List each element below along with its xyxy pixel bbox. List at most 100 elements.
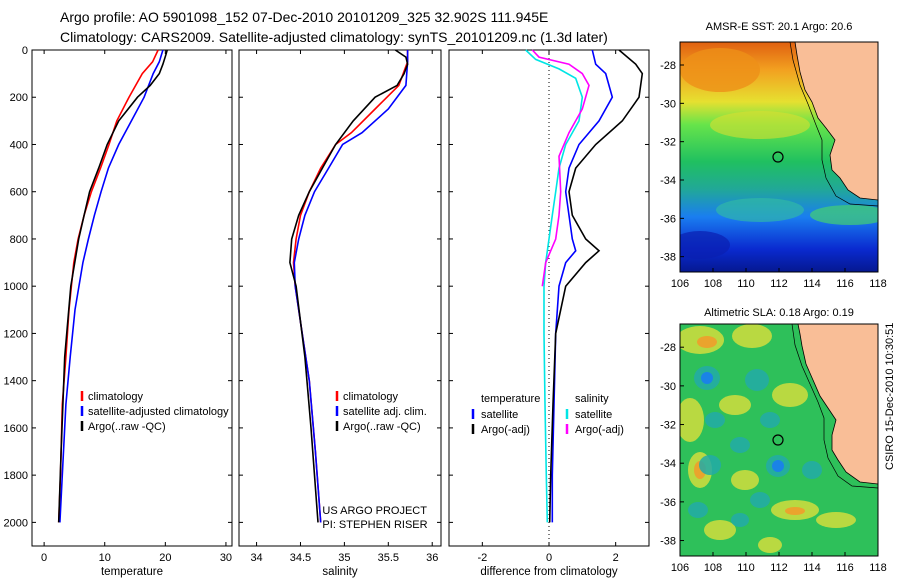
x-axis-label: salinity <box>322 566 357 578</box>
sst-cool-patch <box>680 231 730 259</box>
sst-map-title: AMSR-E SST: 20.1 Argo: 20.6 <box>706 21 853 33</box>
sla-high-anomaly <box>758 537 782 553</box>
x-tick-label: 20 <box>159 552 171 564</box>
x-tick-label: 118 <box>869 278 887 290</box>
x-tick-label: 108 <box>704 562 722 574</box>
y-tick-label: 2000 <box>4 517 28 529</box>
x-tick-label: 118 <box>869 562 887 574</box>
x-tick-label: 108 <box>704 278 722 290</box>
temperature-panel: 0 200 400 600 800 1000 1200 1400 1600 1800 2000 0 10… <box>4 45 233 578</box>
y-tick-label: -28 <box>660 60 676 72</box>
sst-cool-patch <box>810 205 878 225</box>
y-tick-label: 1400 <box>4 376 28 388</box>
x-tick-label: 34 <box>250 552 262 564</box>
y-tick-label: -30 <box>660 381 676 393</box>
legend-label: Argo(-adj) <box>481 424 530 436</box>
legend-title-temperature: temperature <box>481 393 540 405</box>
y-tick-label: 1200 <box>4 328 28 340</box>
x-tick-label: 30 <box>220 552 232 564</box>
title-line-2: Climatology: CARS2009. Satellite-adjuste… <box>60 29 608 45</box>
x-tick-label: 35.5 <box>378 552 399 564</box>
y-tick-label: -34 <box>660 458 676 470</box>
x-tick-label: 34.5 <box>290 552 311 564</box>
y-tick-label: 1000 <box>4 281 28 293</box>
y-tick-label: 800 <box>10 234 28 246</box>
x-tick-label: 114 <box>803 562 821 574</box>
x-tick-label: 36 <box>426 552 438 564</box>
salinity-axes-box <box>238 49 442 547</box>
series-line-argo-raw-qc- <box>57 49 168 523</box>
salinity-panel: 34 34.5 35 35.5 36 salinity climatology satelli… <box>238 49 442 578</box>
x-tick-label: 35 <box>338 552 350 564</box>
y-tick-label: -30 <box>660 98 676 110</box>
y-tick-label: -32 <box>660 137 676 149</box>
x-tick-label: 112 <box>770 562 788 574</box>
series-line-salinity-satellite <box>525 49 584 523</box>
y-tick-label: 1800 <box>4 470 28 482</box>
y-tick-label: -32 <box>660 420 676 432</box>
series-line-satellite-adjusted-climatology <box>59 49 164 523</box>
sla-high-anomaly-core <box>697 336 717 348</box>
y-tick-label: -36 <box>660 213 676 225</box>
y-tick-label: -28 <box>660 342 676 354</box>
x-tick-label: 114 <box>803 278 821 290</box>
difference-panel: -2 0 2 difference from climatology temperatu… <box>448 49 650 578</box>
y-tick-label: -36 <box>660 497 676 509</box>
sla-map <box>680 324 878 556</box>
x-tick-label: 0 <box>41 552 47 564</box>
sla-low-anomaly <box>750 492 770 508</box>
series-line-temperature-argo-adj- <box>548 49 644 523</box>
x-tick-label: -2 <box>477 552 487 564</box>
side-timestamp-label: CSIRO 15-Dec-2010 10:30:51 <box>884 323 896 470</box>
temperature-axes-box <box>31 49 233 547</box>
legend-title-salinity: salinity <box>575 393 609 405</box>
sla-low-anomaly-core <box>772 460 784 472</box>
y-tick-label: -38 <box>660 252 676 264</box>
sla-map-axes: 106 108 110 112 114 116 118 -28 -30 -32 -34 -36 -38 <box>660 342 887 574</box>
sst-cool-patch <box>716 198 804 222</box>
sla-anomaly-blobs <box>680 324 856 553</box>
legend-label: Argo(-adj) <box>575 424 624 436</box>
project-annotation: PI: STEPHEN RISER <box>322 519 427 531</box>
series-line-argo-raw-qc- <box>289 49 409 523</box>
sst-warm-patch <box>710 111 810 139</box>
x-tick-label: 106 <box>671 278 689 290</box>
sla-high-anomaly-core <box>785 507 805 515</box>
x-tick-label: 110 <box>737 278 755 290</box>
sla-high-anomaly <box>816 512 856 528</box>
x-tick-label: 10 <box>99 552 111 564</box>
legend-label: climatology <box>343 391 399 403</box>
sst-map <box>680 42 878 272</box>
sla-high-anomaly <box>732 324 772 348</box>
y-tick-label: -38 <box>660 536 676 548</box>
sla-low-anomaly <box>731 513 749 527</box>
y-tick-label: 200 <box>10 92 28 104</box>
x-tick-label: 0 <box>546 552 552 564</box>
sla-low-anomaly-core <box>701 372 713 384</box>
legend-label: satellite <box>575 409 612 421</box>
x-tick-label: 2 <box>613 552 619 564</box>
sst-warm-patch <box>680 48 760 92</box>
y-tick-label: 600 <box>10 187 28 199</box>
x-tick-label: 106 <box>671 562 689 574</box>
legend-label: climatology <box>88 391 144 403</box>
y-tick-label: 1600 <box>4 423 28 435</box>
x-tick-label: 116 <box>836 278 854 290</box>
sla-map-title: Altimetric SLA: 0.18 Argo: 0.19 <box>704 307 854 319</box>
legend-label: Argo(..raw -QC) <box>88 421 166 433</box>
sla-high-anomaly <box>680 398 704 442</box>
legend-label: Argo(..raw -QC) <box>343 421 421 433</box>
y-tick-label: 0 <box>22 45 28 57</box>
sla-high-anomaly <box>772 383 808 407</box>
y-tick-label: 400 <box>10 139 28 151</box>
x-axis-label: difference from climatology <box>480 566 617 578</box>
title-line-1: Argo profile: AO 5901098_152 07-Dec-2010… <box>60 9 548 25</box>
x-tick-label: 110 <box>737 562 755 574</box>
legend-label: satellite-adjusted climatology <box>88 406 229 418</box>
sla-low-anomaly <box>745 369 769 391</box>
y-tick-label: -34 <box>660 175 676 187</box>
series-line-satellite-adj-clim- <box>293 50 409 523</box>
x-tick-label: 112 <box>770 278 788 290</box>
land-australia <box>797 324 878 485</box>
project-annotation: US ARGO PROJECT <box>322 505 427 517</box>
